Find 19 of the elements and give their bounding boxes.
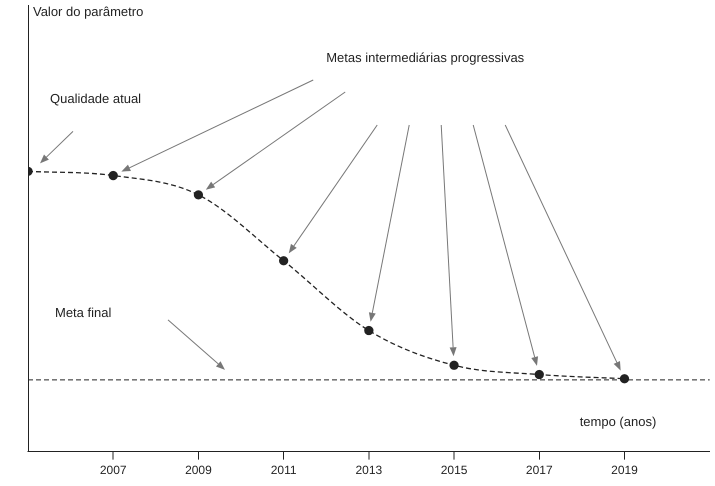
text: Qualidade atual: [50, 91, 142, 106]
ref-line-label: Meta final: [55, 304, 112, 320]
x-tick-label: 2011: [270, 463, 297, 478]
point: [278, 256, 288, 266]
x-tick-label: 2009: [185, 463, 212, 478]
x-tick-label: 2015: [440, 463, 468, 478]
text: Metas intermediárias progressivas: [326, 50, 524, 65]
point: [194, 190, 204, 200]
point: [364, 326, 374, 336]
point: [534, 370, 544, 380]
x-tick-label: 2019: [611, 463, 638, 478]
x-tick-label: 2007: [100, 463, 127, 478]
point: [449, 360, 459, 370]
x-tick-label: 2017: [526, 463, 553, 478]
text: Valor do parâmetro: [33, 4, 144, 19]
point: [620, 374, 630, 384]
x-tick-label: 2013: [356, 463, 383, 478]
point: [108, 170, 118, 180]
x-axis-title: tempo (anos): [580, 414, 656, 429]
